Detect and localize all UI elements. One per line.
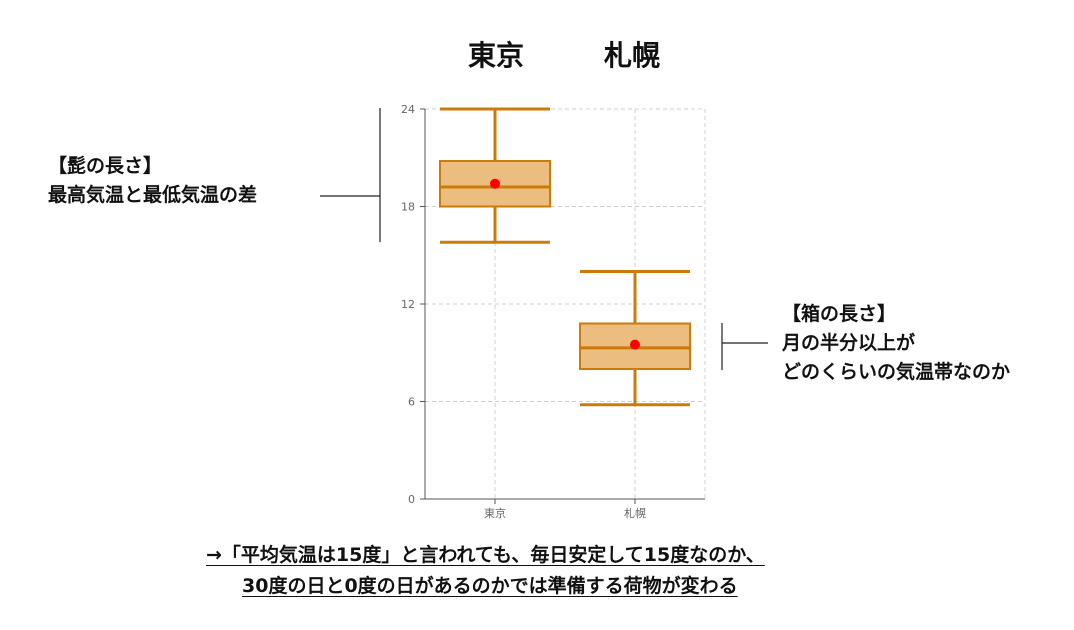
y-tick-label: 24 — [401, 103, 415, 116]
y-tick-label: 6 — [408, 396, 415, 409]
y-tick-label: 18 — [401, 201, 415, 214]
mean-marker — [630, 339, 640, 350]
x-tick-label: 札幌 — [624, 506, 646, 520]
grid — [425, 108, 706, 499]
box-annotation-body-1: 月の半分以上が — [782, 332, 916, 354]
annotation-brackets — [320, 108, 768, 370]
iqr-box — [439, 160, 551, 208]
conclusion-line-2: 30度の日と0度の日があるのかでは準備する荷物が変わる — [242, 575, 738, 597]
y-tick-label: 0 — [408, 493, 415, 506]
whisker-annotation: 【髭の長さ】 最高気温と最低気温の差 — [48, 152, 257, 210]
box-annotation: 【箱の長さ】 月の半分以上が どのくらいの気温帯なのか — [782, 300, 1010, 387]
mean-marker — [490, 178, 500, 189]
whisker-annotation-body: 最高気温と最低気温の差 — [48, 184, 258, 206]
box-sapporo — [579, 270, 691, 407]
x-tick-label: 東京 — [484, 506, 506, 520]
conclusion-line-1: →「平均気温は15度」と言われても、毎日安定して15度なのか、 — [206, 544, 765, 566]
axes: 0 6 12 18 24 東京 札幌 — [401, 103, 705, 520]
conclusion-text: →「平均気温は15度」と言われても、毎日安定して15度なのか、 30度の日と0度… — [206, 540, 765, 602]
box-annotation-body-2: どのくらいの気温帯なのか — [782, 361, 1011, 383]
box-tokyo — [439, 107, 551, 244]
whisker-annotation-title: 【髭の長さ】 — [48, 155, 163, 177]
city-label-tokyo: 東京 — [468, 39, 525, 72]
box-annotation-title: 【箱の長さ】 — [782, 303, 897, 325]
y-tick-label: 12 — [401, 298, 415, 311]
city-label-sapporo: 札幌 — [604, 39, 661, 72]
box-series — [439, 107, 691, 407]
